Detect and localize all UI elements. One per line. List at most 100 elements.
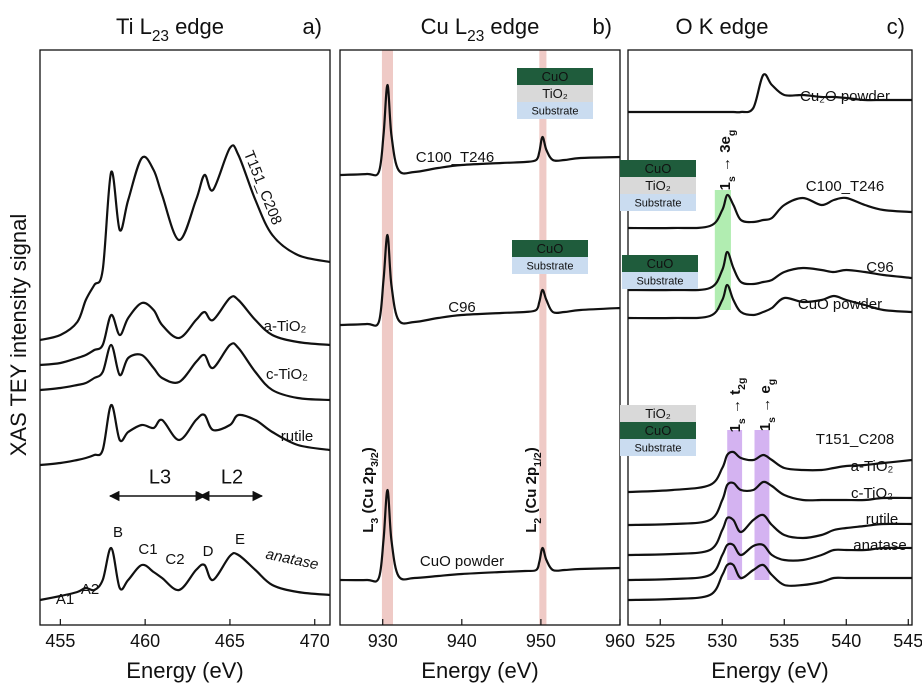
x-axis-label: Energy (eV) [711,658,828,683]
text-part: → t [727,390,744,418]
text-part: L [523,524,540,533]
inset-layer [620,422,696,439]
curve-label: c-TiO₂ [851,485,893,502]
annotation: 1s → 3eg [717,130,738,191]
x-tick-label: 530 [707,631,737,651]
curve-label: a-TiO₂ [851,458,894,475]
spectrum [627,250,913,292]
inset-label: CuO [542,69,569,84]
highlight-band [381,50,393,625]
text-part: ) [360,447,377,452]
subscript: 23 [152,28,169,45]
annotation: D [203,543,214,560]
inset-layer [620,177,696,194]
plot-frame [39,49,331,626]
spectrum [627,450,913,494]
text-part: (Cu 2p [360,467,377,518]
subscript: 3 [369,518,381,524]
panel-title: Ti L23 edge [116,14,224,45]
x-tick-label: 545 [893,631,922,651]
curve-label: CuO powder [798,296,882,313]
subscript: s [736,418,748,424]
subscript: 1/2 [532,452,544,467]
inset-layer [620,439,696,456]
inset-label: CuO [537,241,564,256]
spectrum [339,233,621,327]
spectrum [339,488,621,583]
inset-layer [622,272,698,289]
text-part: Cu L [421,14,467,39]
inset-label: TiO₂ [645,178,671,193]
curve-label: rutile [866,511,899,528]
spectrum [39,546,331,602]
curve-label: CuO powder [420,553,504,570]
curve-label: C100_T246 [416,149,494,166]
spectrum [39,295,331,367]
text-part: edge [484,14,539,39]
subscript: 3/2 [369,452,381,467]
text-part: L [360,524,377,533]
curve-label: C96 [448,299,476,316]
spectrum [627,513,913,557]
annotation: A2 [81,581,99,598]
text-part: (Cu 2p [523,467,540,518]
text-part: 1 [717,182,734,190]
text-part: → 3e [717,136,734,176]
annotation: E [235,531,245,548]
subscript: s [726,176,738,182]
curve-label: anatase [853,537,906,554]
annotation: C1 [138,541,157,558]
y-axis-label: XAS TEY intensity signal [6,214,31,457]
curve-label: a-TiO₂ [264,318,307,335]
text-part: 1 [757,423,774,431]
spectrum [627,480,913,527]
curve-label: c-TiO₂ [266,366,308,383]
inset-layer [517,102,593,119]
annotation: A1 [56,591,74,608]
x-tick-label: 455 [45,631,75,651]
panel-letter: b) [592,14,612,39]
spectrum [627,283,913,320]
panel-title: O K edge [676,14,769,39]
annotation: 1s → eg [757,379,778,431]
spectrum [339,83,621,177]
x-tick-label: 470 [300,631,330,651]
x-axis-label: Energy (eV) [126,658,243,683]
annotation: L3 (Cu 2p3/2) [360,447,381,532]
plot-frame [627,49,913,626]
highlight-band [727,430,743,580]
annotation: C2 [165,551,184,568]
text-part: ) [523,447,540,452]
subscript: 2 [532,518,544,524]
inset-label: Substrate [634,197,681,209]
inset-layer [512,240,588,257]
inset-layer [517,85,593,102]
inset-layer [517,68,593,85]
subscript: 2g [736,378,748,390]
spectrum [628,73,912,114]
plot-frame [339,49,621,626]
inset-label: CuO [645,423,672,438]
annotation: L3 [149,466,171,488]
inset-layer [622,255,698,272]
spectrum [39,403,331,467]
panel-letter: c) [887,14,905,39]
annotation: L2 (Cu 2p1/2) [523,447,544,532]
x-axis-label: Energy (eV) [421,658,538,683]
x-tick-label: 460 [130,631,160,651]
spectrum [627,542,913,582]
inset-label: CuO [645,161,672,176]
panel-title: Cu L23 edge [421,14,540,45]
x-tick-label: 940 [447,631,477,651]
x-tick-label: 950 [526,631,556,651]
inset-label: Substrate [634,442,681,454]
inset-label: CuO [647,256,674,271]
inset-label: TiO₂ [542,86,568,101]
inset-label: Substrate [636,275,683,287]
inset-layer [620,160,696,177]
panel-letter: a) [302,14,322,39]
x-tick-label: 960 [605,631,635,651]
text-part: 1 [727,424,744,432]
x-tick-label: 535 [769,631,799,651]
subscript: g [766,379,778,385]
